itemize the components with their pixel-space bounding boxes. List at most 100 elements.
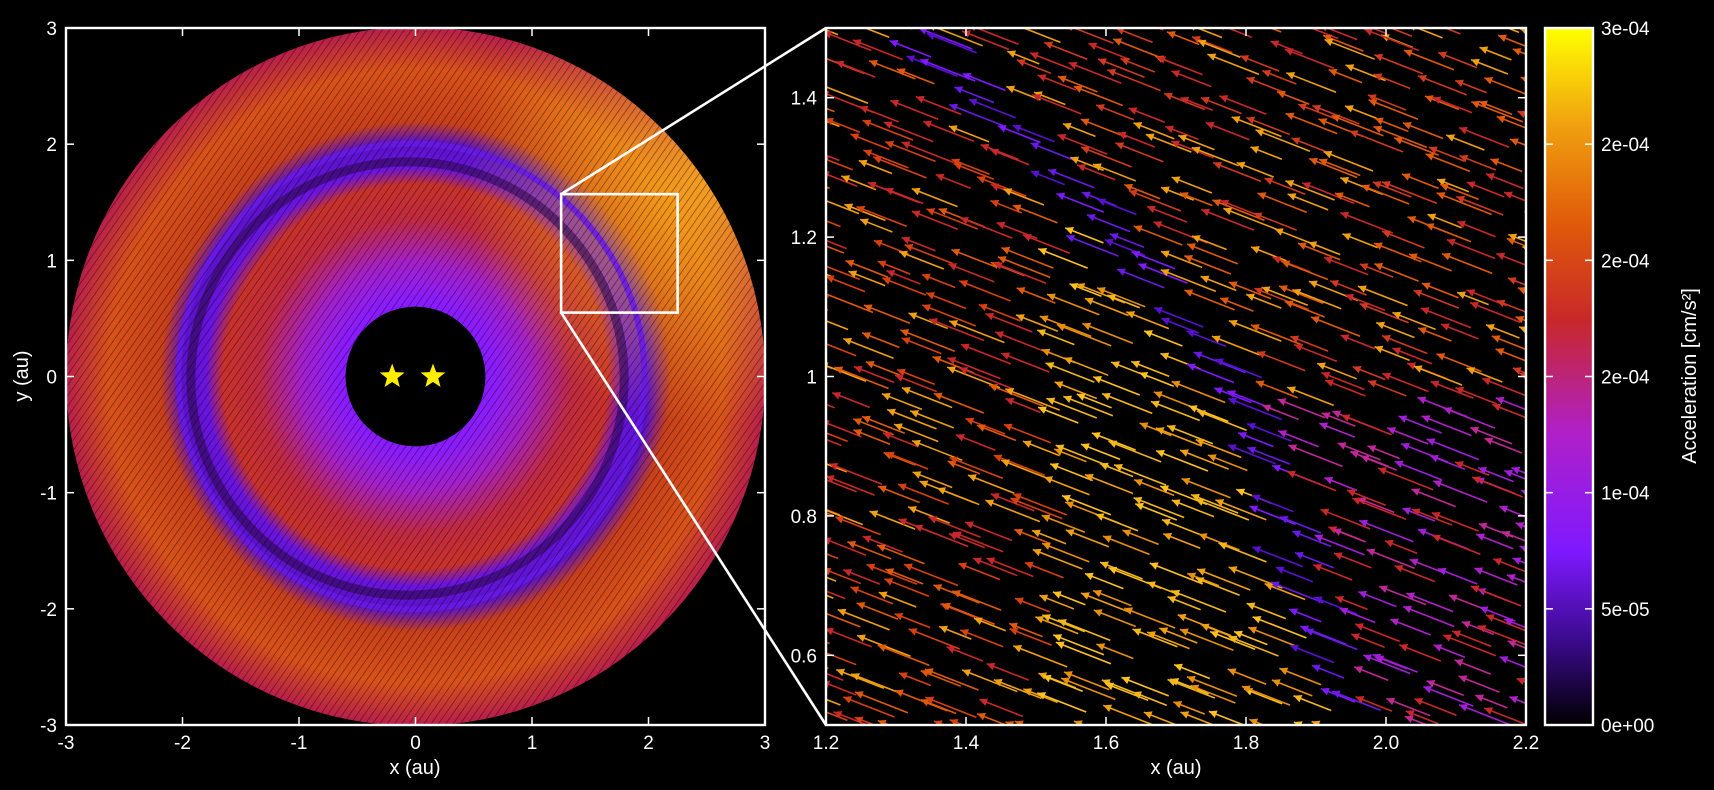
arrow-head: [1423, 685, 1433, 694]
arrow-shaft: [1227, 444, 1277, 465]
arrow-head: [949, 718, 959, 725]
arrow-head: [1174, 663, 1183, 672]
arrow-shaft: [826, 478, 857, 493]
acceleration-arrow: [978, 303, 1021, 322]
left-x-ticks: -3 -2 -1 0 1 2 3: [58, 28, 770, 754]
acceleration-arrow: [1253, 212, 1297, 231]
arrow-shaft: [1057, 133, 1108, 155]
arrow-shaft: [822, 5, 865, 22]
arrow-shaft: [1080, 118, 1127, 138]
zoom-background: [826, 28, 1526, 725]
acceleration-arrow: [1162, 532, 1201, 549]
arrow-head: [1095, 513, 1105, 521]
arrow-head: [1351, 633, 1361, 641]
arrow-head: [1411, 508, 1421, 516]
acceleration-arrow: [1037, 74, 1077, 91]
arrow-shaft: [1425, 223, 1472, 243]
arrow-shaft: [1227, 397, 1283, 421]
arrow-head: [1427, 213, 1437, 221]
acceleration-arrow: [976, 424, 1017, 442]
arrow-head: [960, 343, 970, 351]
acceleration-arrow: [1437, 567, 1478, 585]
arrow-head: [1437, 567, 1447, 576]
acceleration-arrow: [1366, 548, 1415, 569]
arrow-shaft: [1031, 94, 1082, 115]
arrow-shaft: [1349, 130, 1404, 153]
arrow-head: [1262, 69, 1272, 78]
arrow-shaft: [1214, 358, 1263, 379]
arrow-shaft: [992, 4, 1041, 23]
arrow-shaft: [765, 569, 811, 587]
acceleration-arrow: [1240, 55, 1280, 72]
arrow-head: [1038, 406, 1047, 414]
arrow-head: [1496, 299, 1506, 308]
acceleration-arrow: [1421, 282, 1459, 299]
arrow-shaft: [883, 121, 934, 143]
acceleration-arrow: [1512, 48, 1526, 56]
arrow-head: [894, 423, 903, 431]
arrow-head: [1520, 76, 1526, 84]
acceleration-arrow: [906, 55, 958, 77]
acceleration-arrow: [1358, 519, 1414, 543]
arrow-head: [1275, 566, 1285, 574]
arrow-shaft: [1323, 256, 1369, 276]
arrow-head: [1160, 268, 1170, 277]
acceleration-arrow: [1321, 412, 1356, 427]
y-tick-label: 1.2: [791, 228, 817, 249]
arrow-head: [1433, 480, 1443, 488]
arrow-shaft: [826, 509, 864, 526]
arrow-head: [826, 537, 832, 545]
acceleration-arrow: [1257, 192, 1308, 214]
arrow-head: [1479, 46, 1489, 54]
acceleration-arrow: [1292, 530, 1332, 548]
arrow-shaft: [1043, 476, 1090, 496]
arrow-head: [1325, 379, 1334, 387]
arrow-head: [1461, 621, 1471, 629]
acceleration-arrow: [1041, 514, 1086, 534]
acceleration-arrow: [1277, 398, 1326, 419]
arrow-shaft: [1000, 352, 1050, 373]
arrow-head: [1226, 10, 1235, 17]
acceleration-arrow: [1344, 293, 1386, 311]
acceleration-arrow: [1417, 327, 1452, 342]
acceleration-arrow: [979, 698, 1024, 718]
acceleration-arrow: [1439, 183, 1479, 201]
arrow-head: [1432, 534, 1441, 542]
arrow-head: [1402, 507, 1412, 515]
acceleration-arrow: [947, 263, 995, 283]
arrow-head: [1161, 186, 1170, 194]
arrow-head: [1442, 252, 1451, 261]
acceleration-arrow: [986, 662, 1029, 681]
arrow-head: [1032, 548, 1042, 557]
arrow-head: [1517, 110, 1526, 118]
arrow-head: [1512, 367, 1522, 375]
arrow-head: [1084, 473, 1094, 482]
arrow-head: [1153, 391, 1163, 399]
acceleration-arrow: [1250, 324, 1304, 347]
acceleration-arrow: [1381, 181, 1438, 205]
arrow-shaft: [921, 304, 977, 327]
arrow-shaft: [1411, 488, 1457, 508]
arrow-head: [1305, 628, 1315, 636]
acceleration-arrow: [1056, 192, 1105, 213]
acceleration-arrow: [1024, 561, 1064, 579]
acceleration-arrow: [886, 269, 921, 285]
arrow-head: [1097, 198, 1107, 206]
arrow-shaft: [997, 256, 1051, 279]
acceleration-arrow: [915, 95, 962, 116]
acceleration-arrow: [862, 535, 904, 553]
arrow-shaft: [1320, 508, 1371, 530]
arrow-shaft: [856, 205, 908, 228]
arrow-head: [1167, 425, 1176, 433]
acceleration-arrow: [872, 156, 927, 179]
arrow-shaft: [1374, 53, 1424, 75]
arrow-head: [1076, 393, 1086, 401]
acceleration-arrow: [953, 162, 995, 180]
arrow-head: [1228, 566, 1238, 574]
arrow-head: [1443, 407, 1453, 415]
arrow-shaft: [1133, 225, 1183, 246]
arrow-shaft: [1223, 207, 1278, 231]
arrow-head: [772, 0, 781, 5]
arrow-head: [844, 203, 854, 211]
arrow-shaft: [784, 396, 815, 408]
